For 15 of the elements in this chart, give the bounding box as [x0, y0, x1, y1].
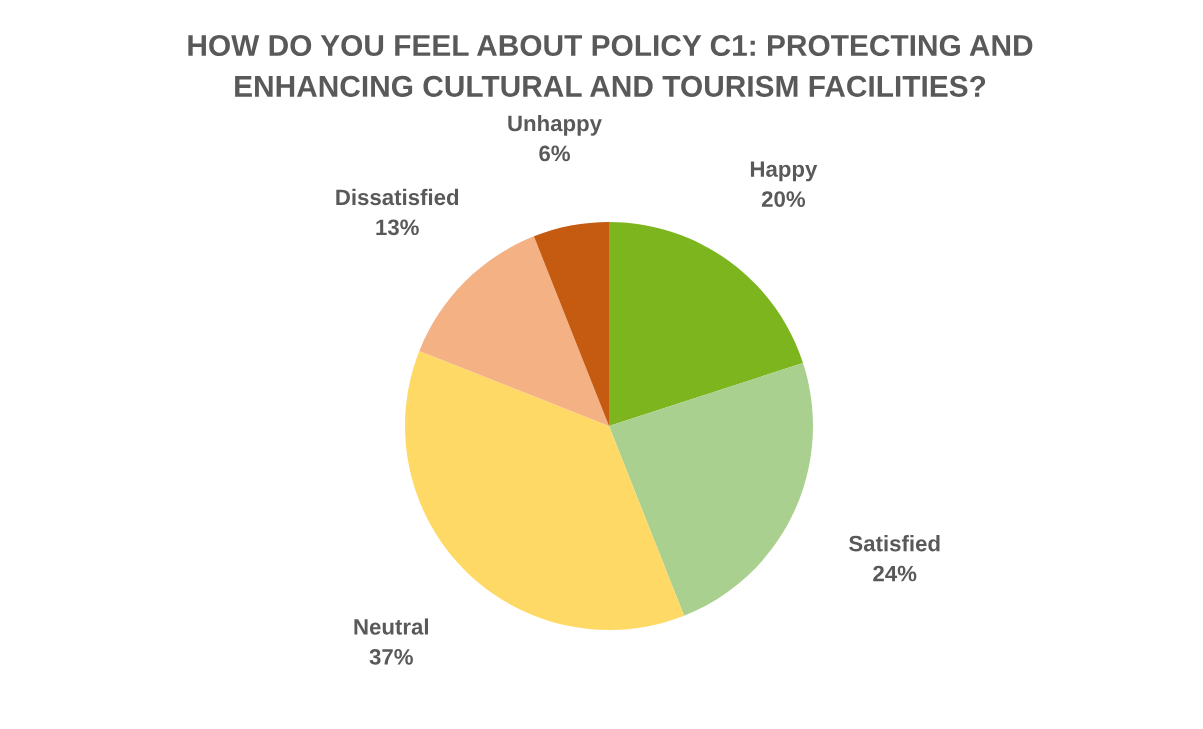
data-label: 37%	[369, 648, 413, 665]
slice-label: Unhappy	[508, 114, 602, 136]
chart-title: HOW DO YOU FEEL ABOUT POLICY C1: PROTECTING AND ENHANCING CULTURAL AND TOURISM FACILITIES?	[188, 34, 1033, 97]
data-label: 13%	[376, 219, 419, 236]
pie-slice	[609, 222, 804, 426]
slice-label: Dissatisfied	[336, 188, 459, 206]
data-label: 24%	[873, 565, 917, 582]
pie-slice	[419, 236, 609, 426]
slice-label: Happy	[750, 161, 818, 182]
slice-label: Neutral	[354, 618, 428, 635]
pie-slice	[533, 222, 609, 426]
slice-label: Satisfied	[849, 535, 940, 552]
data-label: 20%	[761, 191, 806, 207]
pie-slice	[609, 362, 813, 616]
data-label: 6%	[539, 145, 570, 162]
